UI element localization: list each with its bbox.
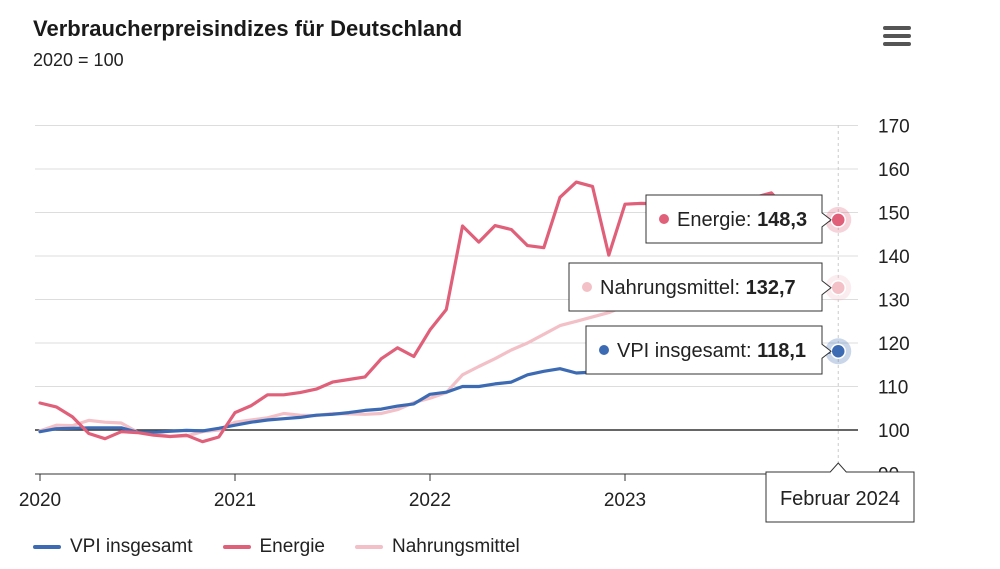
tooltip-box-vpi [585, 325, 832, 375]
point-marker-nahrung[interactable] [830, 280, 846, 296]
tooltip-value-vpi: 118,1 [757, 340, 806, 362]
chart-subtitle: 2020 = 100 [33, 50, 124, 70]
tooltip-dot-nahrung [582, 282, 592, 292]
point-marker-energie[interactable] [830, 212, 846, 228]
y-tick-label: 120 [878, 334, 910, 355]
tooltip-dot-vpi [599, 345, 609, 355]
legend-label-nahrungsmittel: Nahrungsmittel [392, 536, 520, 557]
line-chart: 9010011012013014015016017020202021202220… [19, 117, 915, 523]
tooltip-value-energie: 148,3 [757, 209, 807, 231]
tooltip-box-nahrung [568, 262, 832, 312]
hamburger-menu-icon[interactable] [880, 22, 914, 50]
tooltip-text-vpi: VPI insgesamt: 118,1 [617, 340, 806, 362]
x-tick-label: 2022 [409, 490, 451, 511]
x-tick-label: 2023 [604, 490, 646, 511]
tooltip-text-energie: Energie: 148,3 [677, 209, 807, 231]
legend-label-vpi: VPI insgesamt [70, 536, 193, 557]
y-tick-label: 150 [878, 204, 910, 225]
tooltip-label-nahrung: Nahrungsmittel: [600, 277, 746, 299]
legend-item-energie[interactable]: Energie [222, 536, 326, 558]
legend-swatch-nahrungsmittel [355, 545, 383, 549]
point-marker-vpi[interactable] [830, 343, 846, 360]
tooltip-dot-energie [659, 214, 669, 224]
legend-swatch-energie [222, 545, 251, 549]
menu-bar [883, 42, 911, 46]
y-tick-label: 160 [878, 160, 910, 181]
legend-item-nahrungsmittel[interactable]: Nahrungsmittel [355, 536, 520, 558]
legend-item-vpi[interactable]: VPI insgesamt [33, 536, 193, 558]
y-tick-label: 110 [878, 378, 908, 399]
tooltip-label-energie: Energie: [677, 209, 757, 231]
y-tick-label: 100 [878, 421, 910, 442]
x-tick-label: 2020 [19, 490, 61, 511]
tooltip-box-energie [645, 194, 832, 244]
crosshair-label-box [765, 462, 915, 523]
menu-bar [883, 26, 911, 30]
legend-label-energie: Energie [259, 536, 326, 557]
crosshair-label: Februar 2024 [780, 488, 900, 510]
legend-swatch-vpi [33, 545, 61, 549]
menu-bar [883, 34, 911, 38]
tooltip-text-nahrung: Nahrungsmittel: 132,7 [600, 277, 796, 299]
legend: VPI insgesamt Energie Nahrungsmittel [33, 536, 550, 558]
y-tick-label: 170 [878, 117, 910, 138]
tooltip-label-vpi: VPI insgesamt: [617, 340, 757, 362]
y-tick-label: 140 [878, 247, 910, 268]
chart-title: Verbraucherpreisindizes für Deutschland [33, 16, 463, 41]
y-tick-label: 130 [878, 291, 910, 312]
x-tick-label: 2021 [214, 490, 256, 511]
tooltip-value-nahrung: 132,7 [746, 277, 796, 299]
